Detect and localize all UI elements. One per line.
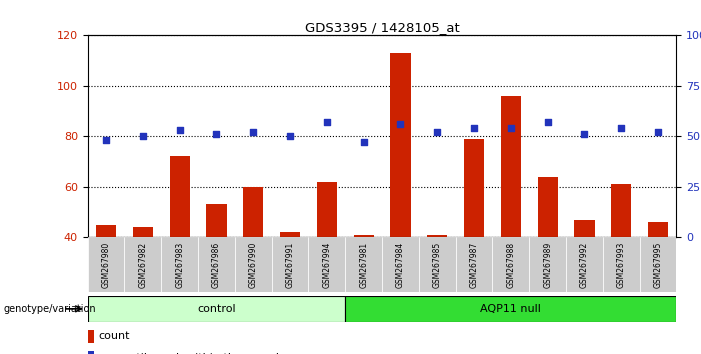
Text: control: control (197, 304, 236, 314)
Point (653, 130, 664, 135)
Bar (88, 237, 125, 292)
Text: GSM267986: GSM267986 (212, 241, 221, 288)
Bar (574, 219, 594, 237)
Text: GSM267995: GSM267995 (653, 241, 662, 288)
Bar (272, 237, 308, 292)
Point (174, 127, 185, 133)
Bar (206, 204, 226, 237)
Bar (603, 237, 640, 292)
Text: GSM267980: GSM267980 (102, 241, 111, 288)
Text: GSM267981: GSM267981 (359, 241, 368, 288)
Bar (427, 235, 447, 237)
Point (505, 125, 517, 131)
Point (542, 119, 553, 125)
Text: GSM267989: GSM267989 (543, 241, 552, 288)
Text: genotype/variation: genotype/variation (4, 304, 96, 314)
Bar (346, 237, 382, 292)
Point (579, 131, 590, 137)
Bar (640, 237, 676, 292)
Bar (501, 96, 521, 237)
Bar (170, 156, 190, 237)
Text: AQP11 null: AQP11 null (480, 304, 541, 314)
Point (432, 130, 443, 135)
Bar (611, 184, 632, 237)
Bar (493, 237, 529, 292)
Bar (529, 237, 566, 292)
Point (321, 119, 332, 125)
Bar (464, 139, 484, 237)
Bar (353, 235, 374, 237)
Point (468, 125, 479, 131)
Bar (88, 351, 94, 354)
Point (211, 131, 222, 137)
Bar (88, 296, 346, 322)
Bar (566, 237, 603, 292)
Text: GSM267994: GSM267994 (322, 241, 332, 288)
Bar (456, 237, 493, 292)
Point (285, 133, 296, 139)
Bar (198, 237, 235, 292)
Text: GSM267984: GSM267984 (396, 241, 405, 288)
Point (358, 139, 369, 145)
Bar (419, 237, 456, 292)
Bar (88, 330, 94, 343)
Bar (390, 53, 411, 237)
Text: percentile rank within the sample: percentile rank within the sample (98, 353, 286, 354)
Text: count: count (98, 331, 130, 341)
Bar (161, 237, 198, 292)
Bar (317, 182, 337, 237)
Text: GSM267991: GSM267991 (285, 241, 294, 288)
Text: GSM267992: GSM267992 (580, 241, 589, 288)
Text: GSM267985: GSM267985 (433, 241, 442, 288)
Point (395, 121, 406, 127)
Text: GSM267987: GSM267987 (470, 241, 479, 288)
Point (615, 125, 627, 131)
Bar (125, 237, 161, 292)
Bar (346, 296, 676, 322)
Bar (235, 237, 272, 292)
Bar (132, 227, 153, 237)
Text: GSM267982: GSM267982 (138, 241, 147, 288)
Text: GSM267990: GSM267990 (249, 241, 258, 288)
Point (100, 137, 111, 143)
Bar (96, 224, 116, 237)
Bar (382, 237, 419, 292)
Text: GSM267988: GSM267988 (506, 241, 515, 288)
Title: GDS3395 / 1428105_at: GDS3395 / 1428105_at (305, 21, 459, 34)
Point (247, 130, 259, 135)
Text: GSM267993: GSM267993 (617, 241, 626, 288)
Bar (243, 187, 264, 237)
Bar (648, 222, 668, 237)
Text: GSM267983: GSM267983 (175, 241, 184, 288)
Bar (538, 177, 558, 237)
Bar (280, 232, 300, 237)
Point (137, 133, 149, 139)
Bar (308, 237, 346, 292)
